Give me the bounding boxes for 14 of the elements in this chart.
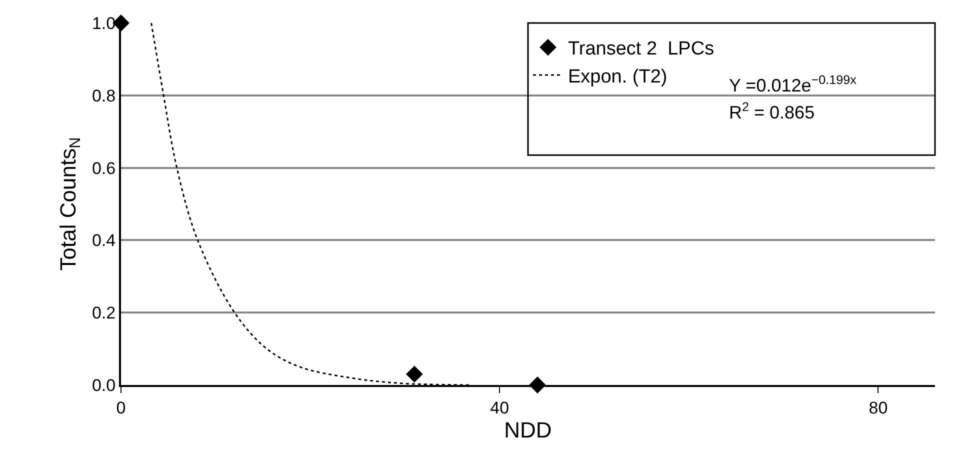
legend-label: Transect 2 LPCs (568, 38, 714, 60)
y-tick-label: 0.8 (92, 86, 116, 106)
annotation: Y =0.012e$^{−0.199x}$ (729, 73, 858, 96)
y-tick-label: 0.6 (92, 158, 116, 178)
annotation: R$^{2}$ = 0.865 (729, 100, 815, 123)
y-tick-label: 0.4 (92, 231, 116, 250)
legend-label: Expon. (T2) (568, 66, 668, 88)
x-axis-title: NDD (504, 417, 552, 442)
x-tick-label: 0 (116, 398, 126, 418)
x-tick-label: 80 (868, 398, 888, 418)
y-tick-label: 0.0 (92, 376, 116, 395)
point (406, 366, 423, 383)
y-tick-label: 0.2 (92, 304, 116, 323)
x-tick-label: 40 (490, 398, 510, 418)
